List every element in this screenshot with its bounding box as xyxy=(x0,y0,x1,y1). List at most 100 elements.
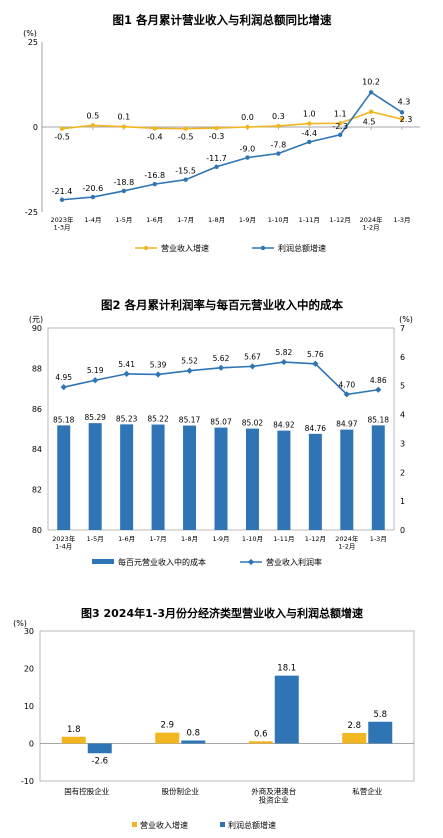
chart1-point xyxy=(183,126,188,131)
chart1-xtick-label: 1-9月 xyxy=(239,216,256,224)
chart3-legend-swatch xyxy=(132,822,137,827)
chart1-point xyxy=(214,125,219,131)
chart1-data-label: 10.2 xyxy=(362,77,380,86)
chart1-data-label: -7.8 xyxy=(271,141,287,150)
chart2-bar xyxy=(277,430,291,530)
chart2-bar xyxy=(120,424,134,530)
chart2-bar xyxy=(183,425,197,530)
chart3-bar-label: 2.9 xyxy=(160,721,174,731)
chart3-bar-label: -2.6 xyxy=(91,756,108,766)
chart1-ylabel: (%) xyxy=(23,29,37,38)
chart2-bar-label: 84.76 xyxy=(305,424,327,433)
chart3-ytick: 0 xyxy=(29,740,34,749)
chart2-title: 图2 各月累计利润率与每百元营业收入中的成本 xyxy=(101,298,344,312)
chart1-data-label: 0.5 xyxy=(87,111,100,120)
chart1-series-line xyxy=(61,110,403,130)
chart2-bar xyxy=(371,425,385,530)
chart1-xtick-label: 2024年 1-2月 xyxy=(360,215,384,232)
chart2-xtick-label: 2024年 1-2月 xyxy=(335,534,359,551)
chart3-bar xyxy=(61,736,86,744)
chart2-bar xyxy=(88,423,102,530)
chart1-data-label: -9.0 xyxy=(240,145,256,154)
chart2-y2tick: 7 xyxy=(400,324,405,333)
chart1-legend-marker xyxy=(260,245,266,251)
chart3-xtick-label: 股份制企业 xyxy=(162,786,200,796)
chart2-ytick: 80 xyxy=(32,526,42,535)
chart1-legend-marker xyxy=(143,245,149,251)
chart3-bar xyxy=(274,675,299,744)
chart2-line-point xyxy=(92,377,99,384)
chart2-xtick-label: 2023年 1-4月 xyxy=(52,534,76,551)
chart2-xtick-label: 1-6月 xyxy=(118,535,135,543)
chart2-xtick-label: 1-3月 xyxy=(370,535,387,543)
chart3-xtick-label: 外商及港澳台投资企业 xyxy=(251,786,296,805)
chart1-point xyxy=(368,90,374,95)
chart2-legend-label: 营业收入利润率 xyxy=(266,557,322,567)
chart2-line-label: 5.52 xyxy=(181,357,198,366)
chart1-data-label: -0.5 xyxy=(54,133,70,142)
chart1-point xyxy=(337,132,343,138)
chart1-point xyxy=(245,155,250,160)
chart1-data-label: -20.6 xyxy=(83,184,104,193)
chart1-point xyxy=(183,177,188,182)
chart3-title: 图3 2024年1-3月份分经济类型营业收入与利润总额增速 xyxy=(81,606,363,620)
chart2-line-label: 5.39 xyxy=(150,360,167,369)
chart1-xtick-label: 1-10月 xyxy=(268,216,289,224)
chart2-xtick-label: 1-10月 xyxy=(242,535,263,543)
chart3-bar xyxy=(181,740,206,744)
chart1-point xyxy=(59,126,65,131)
chart1-point xyxy=(152,181,157,187)
chart3: 图3 2024年1-3月份分经济类型营业收入与利润总额增速 (%) 30 20 10… xyxy=(13,606,415,830)
chart2-line-point xyxy=(343,391,350,398)
chart1-ytick: -25 xyxy=(25,208,38,217)
chart2-line-point xyxy=(60,384,67,391)
chart3-legend-swatch xyxy=(220,822,225,827)
chart2-line-label: 5.82 xyxy=(276,348,293,357)
chart2-y2tick: 5 xyxy=(400,382,405,391)
chart2-line-point xyxy=(123,370,130,377)
chart1-xtick-label: 1-3月 xyxy=(393,216,410,224)
chart3-bar xyxy=(248,741,273,744)
chart2-bar-label: 85.18 xyxy=(368,415,390,424)
chart1-ytick: 0 xyxy=(33,123,38,132)
chart2-line-label: 5.62 xyxy=(213,354,230,363)
chart1-xtick-label: 2023年 1-3月 xyxy=(50,215,74,232)
chart3-legend-label: 利润总额增速 xyxy=(228,820,276,830)
chart2: 图2 各月累计利润率与每百元营业收入中的成本 (元) (%) 90 88 86 84 8… xyxy=(29,298,413,567)
chart2-bar xyxy=(340,429,354,530)
chart2-ylabel: (元) xyxy=(29,315,43,324)
chart3-xtick-label: 私营企业 xyxy=(352,786,382,796)
chart2-ytick: 90 xyxy=(32,324,42,333)
chart2-line-point xyxy=(249,363,256,370)
chart1-point xyxy=(121,188,127,194)
chart1-data-label: -4.4 xyxy=(301,129,317,138)
chart1-point xyxy=(276,151,281,156)
chart2-line-point xyxy=(186,367,193,374)
chart1-data-label: -2.3 xyxy=(332,122,348,131)
chart1-data-label: 0.0 xyxy=(241,113,254,122)
chart2-bar-label: 85.17 xyxy=(179,416,201,425)
chart1-point xyxy=(59,197,65,202)
chart1-point xyxy=(152,126,157,131)
chart1-data-label: 2.3 xyxy=(400,115,413,124)
chart2-y2tick: 0 xyxy=(400,526,405,535)
chart2-line-label: 4.86 xyxy=(370,376,387,385)
chart1-point xyxy=(214,164,219,169)
chart2-bar xyxy=(308,433,322,530)
chart3-ytick: 10 xyxy=(24,702,34,711)
chart2-line-point xyxy=(217,364,225,371)
chart3-ytick: 30 xyxy=(24,627,34,636)
chart2-line-label: 5.19 xyxy=(87,366,104,375)
chart2-bar xyxy=(151,424,165,530)
chart1-data-label: 4.5 xyxy=(363,118,376,127)
chart1-data-label: 0.3 xyxy=(272,112,285,121)
chart2-xtick-label: 1-9月 xyxy=(212,535,229,543)
chart2-bar-label: 85.07 xyxy=(210,418,232,427)
chart1-data-label: -0.3 xyxy=(209,132,225,141)
chart3-ytick: 20 xyxy=(24,665,34,674)
chart2-bar-label: 84.97 xyxy=(336,420,358,429)
chart1-point xyxy=(276,123,281,129)
chart2-xtick-label: 1-11月 xyxy=(273,535,294,543)
chart1-data-label: -16.8 xyxy=(144,171,165,180)
